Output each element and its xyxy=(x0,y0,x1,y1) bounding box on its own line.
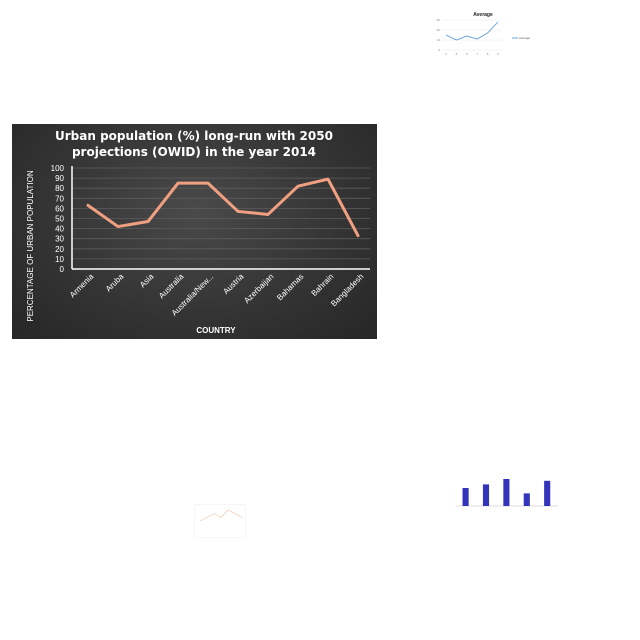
bar-thumbnail-chart xyxy=(448,462,566,512)
average-thumbnail-chart: Average 0 10 20 30 4 5 6 7 8 9 Average xyxy=(430,8,540,58)
data-point xyxy=(116,225,120,228)
chart-title-line: Urban population (%) long-run with 2050 xyxy=(55,129,333,143)
bar xyxy=(544,480,551,506)
y-tick-label: 100 xyxy=(51,164,65,173)
urban-population-chart: Urban population (%) long-run with 2050 p… xyxy=(12,124,377,339)
x-tick-label: Bahrain xyxy=(310,272,336,298)
y-tick-label: 50 xyxy=(55,215,64,224)
average-x-tick: 5 xyxy=(456,52,458,56)
data-point xyxy=(86,204,90,207)
average-y-tick: 0 xyxy=(438,48,440,52)
average-y-tick: 30 xyxy=(437,18,441,22)
series-line-urban-population xyxy=(86,177,360,238)
y-tick-label: 90 xyxy=(55,174,64,183)
x-tick-label: Azerbaijan xyxy=(242,272,275,305)
average-chart-svg: Average 0 10 20 30 4 5 6 7 8 9 Average xyxy=(437,12,531,56)
x-tick-label: Austria xyxy=(221,272,245,296)
chart-title-line: projections (OWID) in the year 2014 xyxy=(72,145,316,159)
y-tick-label: 70 xyxy=(55,194,64,203)
y-tick-label: 0 xyxy=(60,265,65,274)
data-point xyxy=(326,177,330,181)
average-x-tick: 8 xyxy=(487,52,489,56)
data-point xyxy=(236,210,240,213)
data-point xyxy=(356,234,360,237)
average-x-tick: 4 xyxy=(445,52,447,56)
data-point xyxy=(296,184,300,188)
bar xyxy=(523,493,530,506)
faint-chart-svg xyxy=(194,504,246,538)
average-y-tick: 20 xyxy=(437,28,441,32)
y-tick-label: 30 xyxy=(55,235,64,244)
x-tick-label: Australia xyxy=(157,272,186,301)
average-title: Average xyxy=(473,12,493,18)
y-axis-title: PERCENTAGE OF URBAN POPULATION xyxy=(26,170,35,322)
bar xyxy=(462,488,469,506)
average-y-tick: 10 xyxy=(437,38,441,42)
faint-thumbnail-chart xyxy=(194,504,246,538)
average-x-tick: 6 xyxy=(466,52,468,56)
y-tick-label: 10 xyxy=(55,255,64,264)
x-tick-label: Bahamas xyxy=(275,272,305,302)
average-legend-label: Average xyxy=(519,36,530,40)
bar xyxy=(503,479,510,506)
y-tick-label: 60 xyxy=(55,204,64,213)
bar-chart-svg xyxy=(456,479,558,507)
x-tick-label: Asia xyxy=(138,272,156,290)
faint-frame xyxy=(194,504,246,538)
data-point xyxy=(146,220,150,223)
x-tick-label: Armenia xyxy=(68,272,96,300)
x-axis-title: COUNTRY xyxy=(196,326,236,335)
data-point xyxy=(266,213,270,216)
bar xyxy=(482,484,490,506)
average-x-tick: 7 xyxy=(476,52,478,56)
y-tick-label: 80 xyxy=(55,184,64,193)
average-x-tick: 9 xyxy=(497,52,499,56)
average-series-line xyxy=(445,21,499,41)
urban-population-chart-svg: Urban population (%) long-run with 2050 p… xyxy=(26,129,370,335)
x-tick-label: Aruba xyxy=(104,272,126,294)
data-point xyxy=(176,181,180,185)
x-tick-label: Bangladesh xyxy=(329,272,365,308)
y-tick-label: 40 xyxy=(55,225,64,234)
y-tick-label: 20 xyxy=(55,245,64,254)
faint-series-line xyxy=(199,509,243,522)
data-point xyxy=(206,181,210,185)
